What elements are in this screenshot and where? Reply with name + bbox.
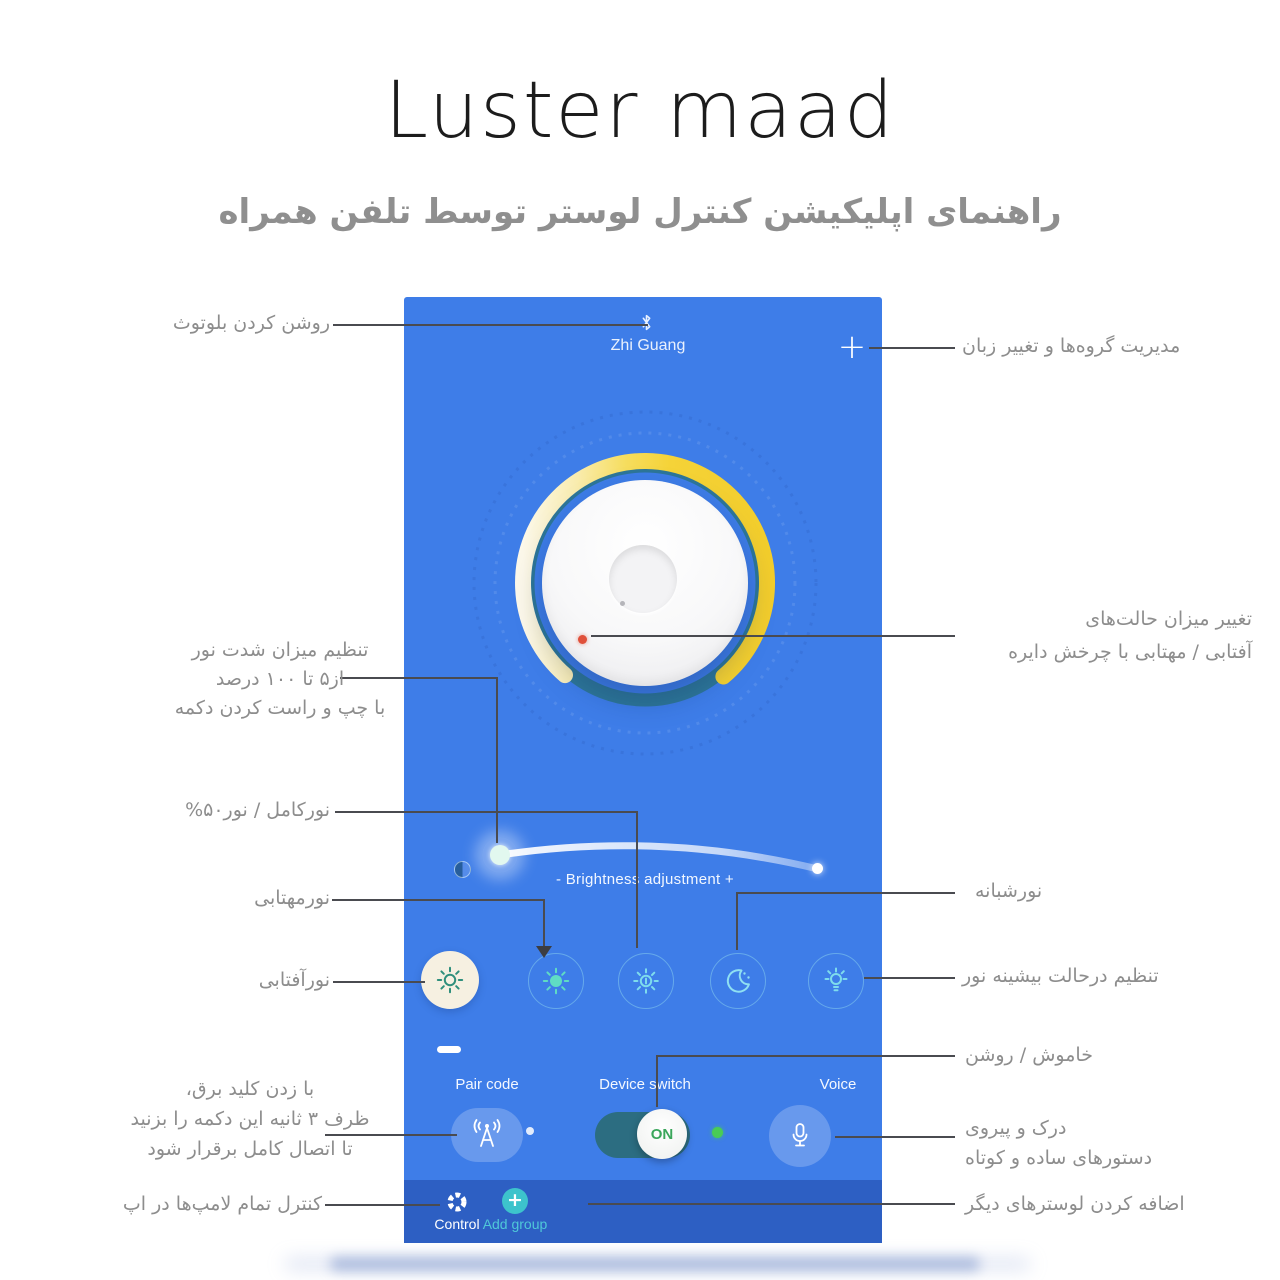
page-subtitle: راهنمای اپلیکیشن کنترل لوستر توسط تلفن ه… bbox=[218, 192, 1062, 232]
slider-end-dot bbox=[812, 863, 823, 874]
annotation-on-off: خاموش / روشن bbox=[965, 1044, 1093, 1066]
phone-screen: Zhi Guang + bbox=[404, 297, 882, 1243]
brightness-half-icon bbox=[454, 861, 471, 878]
annotation-line bbox=[325, 1134, 457, 1136]
toggle-off-dot bbox=[526, 1127, 534, 1135]
annotation-line bbox=[333, 981, 425, 983]
annotation-sunlight: نورآفتابی bbox=[258, 969, 330, 991]
annotation-line bbox=[588, 1203, 955, 1205]
sun-filled-icon bbox=[542, 967, 570, 995]
annotation-line bbox=[335, 811, 638, 813]
annotation-intensity: تنظیم میزان شدت نور از۵ تا ۱۰۰ درصد با چ… bbox=[174, 639, 386, 719]
annotation-line bbox=[325, 1204, 440, 1206]
annotation-line bbox=[543, 899, 545, 946]
annotation-manage-groups: مدیریت گروه‌ها و تغییر زبان bbox=[962, 335, 1181, 357]
device-switch-knob[interactable]: ON bbox=[637, 1109, 687, 1159]
annotation-line bbox=[835, 1136, 955, 1138]
phone-shadow bbox=[330, 1257, 980, 1271]
add-group-icon: + bbox=[502, 1188, 528, 1214]
dial-ring-arc bbox=[472, 410, 818, 756]
annotation-line bbox=[340, 677, 498, 679]
annotation-arrow bbox=[536, 946, 552, 958]
annotation-rotate-dial: تغییر میزان حالت‌های آفتابی / مهتابی با … bbox=[1008, 608, 1252, 663]
annotation-line bbox=[736, 892, 738, 950]
annotation-line bbox=[636, 811, 638, 948]
annotation-voice-commands: درک و پیروی دستورهای ساده و کوتاه bbox=[965, 1117, 1153, 1169]
annotation-line bbox=[591, 635, 955, 637]
annotation-line bbox=[869, 347, 955, 349]
microphone-icon bbox=[792, 1123, 808, 1147]
voice-button[interactable] bbox=[769, 1105, 831, 1167]
moon-stars-icon bbox=[726, 969, 750, 993]
bottom-tabbar: Control + Add group bbox=[404, 1180, 882, 1243]
annotation-line bbox=[864, 977, 955, 979]
device-switch-label: Device switch bbox=[599, 1076, 691, 1093]
annotation-pairing: با زدن کلید برق، ظرف ۳ ثانیه این دکمه را… bbox=[130, 1078, 370, 1160]
pair-code-label: Pair code bbox=[455, 1076, 519, 1093]
annotation-night-light: نورشبانه bbox=[975, 880, 1043, 902]
device-name: Zhi Guang bbox=[610, 337, 686, 354]
dial-indicator-dot bbox=[578, 635, 587, 644]
antenna-icon bbox=[473, 1119, 501, 1147]
annotation-line bbox=[332, 899, 545, 901]
slider-knob[interactable] bbox=[490, 845, 510, 865]
annotation-add-lusters: اضافه کردن لوسترهای دیگر bbox=[965, 1193, 1185, 1215]
mode-button-moonlight[interactable] bbox=[528, 953, 584, 1009]
page-title: Luster maad bbox=[384, 66, 896, 156]
annotation-line bbox=[333, 324, 648, 326]
add-group-plus-button[interactable]: + bbox=[837, 327, 867, 367]
bluetooth-icon[interactable] bbox=[640, 313, 653, 332]
sun-outline-icon bbox=[436, 966, 464, 994]
annotation-bluetooth: روشن کردن بلوتوث bbox=[172, 312, 330, 334]
sun-brightness-icon bbox=[633, 968, 659, 994]
annotation-moonlight: نورمهتابی bbox=[254, 887, 330, 909]
annotation-control-all: کنترل تمام لامپ‌ها در اپ bbox=[122, 1193, 322, 1215]
tab-add-group-label: Add group bbox=[482, 1216, 548, 1232]
annotation-line bbox=[496, 677, 498, 843]
voice-label: Voice bbox=[819, 1076, 857, 1093]
annotation-line bbox=[736, 892, 955, 894]
brightness-slider-track[interactable] bbox=[444, 832, 844, 892]
mode-button-night-light[interactable] bbox=[710, 953, 766, 1009]
mode-button-half-light[interactable] bbox=[618, 953, 674, 1009]
annotation-max-light: تنظیم درحالت بیشینه نور bbox=[962, 965, 1159, 987]
control-flower-icon bbox=[447, 1192, 467, 1212]
mode-button-max-light[interactable] bbox=[808, 953, 864, 1009]
panel-handle-dash bbox=[437, 1046, 461, 1053]
annotation-line bbox=[656, 1055, 658, 1107]
pair-code-button[interactable] bbox=[451, 1108, 523, 1162]
toggle-on-dot bbox=[712, 1127, 723, 1138]
brightness-adjustment-label: - Brightness adjustment + bbox=[555, 871, 734, 888]
tab-control-label: Control bbox=[434, 1216, 480, 1232]
dial-knob[interactable] bbox=[542, 480, 748, 686]
dial-knob-dot bbox=[620, 601, 625, 606]
annotation-line bbox=[656, 1055, 955, 1057]
bulb-rays-icon bbox=[824, 967, 848, 992]
annotation-full-light: نورکامل / نور۵۰% bbox=[185, 799, 330, 821]
mode-button-sunlight[interactable] bbox=[421, 951, 479, 1009]
